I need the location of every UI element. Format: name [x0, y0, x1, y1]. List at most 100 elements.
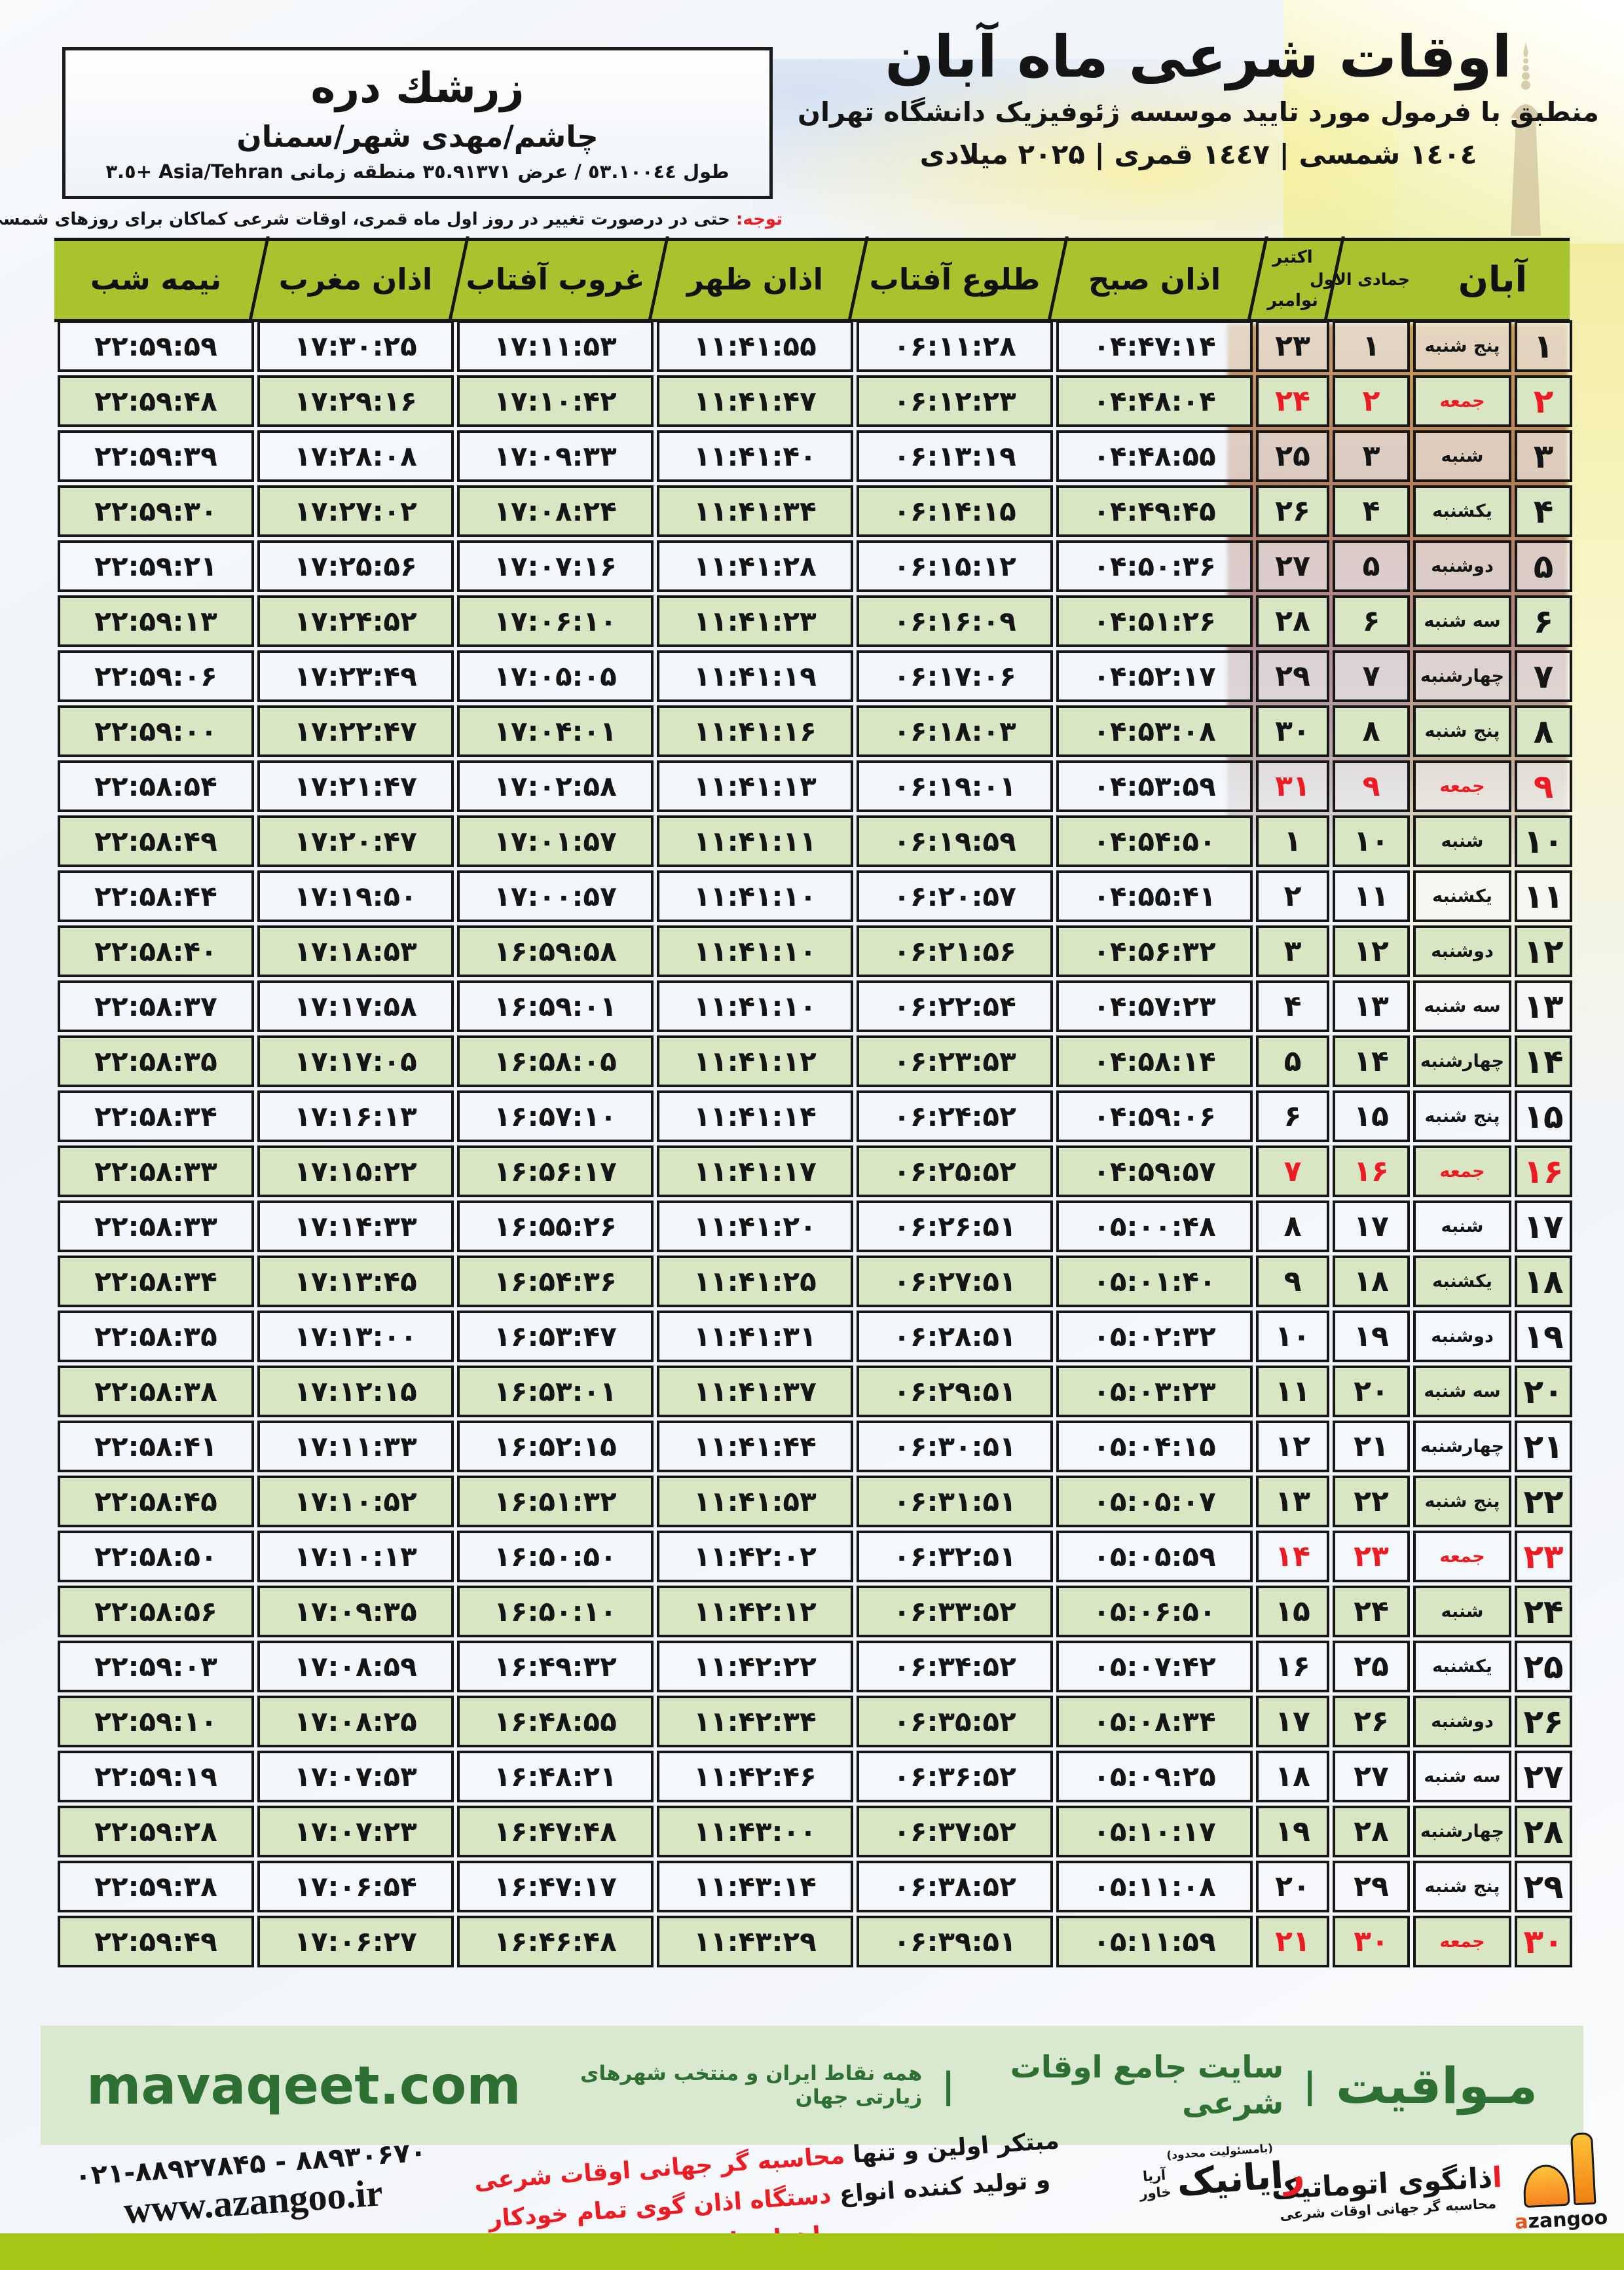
sunset-time-cell: ۱۶:۵۰:۵۰	[457, 1531, 654, 1582]
weekday-cell: سه شنبه	[1413, 1366, 1511, 1417]
sunrise-time-cell: ۰۶:۱۱:۲۸	[857, 320, 1053, 372]
maghrib-time-cell: ۱۷:۰۷:۵۳	[257, 1751, 454, 1802]
table-row: ۱ پنج شنبه ۱ ۲۳ ۰۴:۴۷:۱۴ ۰۶:۱۱:۲۸ ۱۱:۴۱:…	[58, 320, 1572, 372]
page-title: اوقات شرعی ماه آبان	[885, 23, 1512, 90]
gregorian-day-cell: ۱	[1256, 815, 1329, 867]
sunset-time-cell: ۱۶:۵۷:۱۰	[457, 1090, 654, 1142]
maghrib-time-cell: ۱۷:۰۹:۳۵	[257, 1586, 454, 1637]
calendar-years: ١٤٠٤ شمسی | ١٤٤٧ قمری | ۲۰۲۵ میلادی	[919, 138, 1477, 171]
weekday-cell: شنبه	[1413, 1586, 1511, 1637]
hijri-day-cell: ۱۷	[1333, 1200, 1410, 1252]
sunset-time-cell: ۱۷:۰۴:۰۱	[457, 705, 654, 757]
title-watercolor-backdrop	[753, 59, 1395, 242]
location-name: زرشك دره	[310, 64, 525, 113]
sunset-time-cell: ۱۷:۰۹:۳۳	[457, 430, 654, 482]
gregorian-day-cell: ۱۳	[1256, 1476, 1329, 1527]
sunrise-time-cell: ۰۶:۳۲:۵۱	[857, 1531, 1053, 1582]
hijri-day-cell: ۲۰	[1333, 1366, 1410, 1417]
aban-day-cell: ۳	[1515, 430, 1572, 482]
fajr-time-cell: ۰۵:۰۳:۲۳	[1056, 1366, 1253, 1417]
location-coordinates: طول ٥٣.١٠٠٤٤ / عرض ٣٥.٩١٣٧١ منطقه زمانی …	[105, 160, 729, 183]
hijri-day-cell: ۱۶	[1333, 1145, 1410, 1197]
table-row: ۱۲ دوشنبه ۱۲ ۳ ۰۴:۵۶:۳۲ ۰۶:۲۱:۵۶ ۱۱:۴۱:۱…	[58, 925, 1572, 977]
midnight-time-cell: ۲۲:۵۹:۴۸	[58, 375, 254, 427]
rayanik-subname: آریا خاور	[1138, 2167, 1172, 2203]
gregorian-day-cell: ۲۸	[1256, 595, 1329, 647]
weekday-cell: دوشنبه	[1413, 925, 1511, 977]
table-row: ۱۶ جمعه ۱۶ ۷ ۰۴:۵۹:۵۷ ۰۶:۲۵:۵۲ ۱۱:۴۱:۱۷ …	[58, 1145, 1572, 1197]
sunset-time-cell: ۱۶:۴۸:۵۵	[457, 1696, 654, 1747]
azangoo-latin-a: a	[1513, 2210, 1528, 2234]
table-row: ۱۰ شنبه ۱۰ ۱ ۰۴:۵۴:۵۰ ۰۶:۱۹:۵۹ ۱۱:۴۱:۱۱ …	[58, 815, 1572, 867]
sunrise-time-cell: ۰۶:۳۰:۵۱	[857, 1421, 1053, 1472]
gregorian-month-november: نوامبر	[1267, 291, 1318, 310]
column-header-aban: آبان	[1458, 258, 1528, 300]
sunrise-time-cell: ۰۶:۲۴:۵۲	[857, 1090, 1053, 1142]
aban-day-cell: ۸	[1515, 705, 1572, 757]
dhuhr-time-cell: ۱۱:۴۱:۱۴	[657, 1090, 853, 1142]
sunrise-time-cell: ۰۶:۱۷:۰۶	[857, 650, 1053, 702]
sunrise-time-cell: ۰۶:۳۵:۵۲	[857, 1696, 1053, 1747]
hijri-day-cell: ۳	[1333, 430, 1410, 482]
maghrib-time-cell: ۱۷:۱۳:۴۵	[257, 1256, 454, 1307]
hijri-day-cell: ۱۹	[1333, 1311, 1410, 1362]
table-header-row: آبان جمادی الاول اکتبر نوامبر اذان صبح ط…	[58, 241, 1572, 317]
hijri-day-cell: ۸	[1333, 705, 1410, 757]
midnight-time-cell: ۲۲:۵۹:۰۶	[58, 650, 254, 702]
table-row: ۲۴ شنبه ۲۴ ۱۵ ۰۵:۰۶:۵۰ ۰۶:۳۳:۵۲ ۱۱:۴۲:۱۲…	[58, 1586, 1572, 1637]
gregorian-day-cell: ۱۱	[1256, 1366, 1329, 1417]
maghrib-time-cell: ۱۷:۱۰:۱۳	[257, 1531, 454, 1582]
fajr-time-cell: ۰۵:۰۵:۵۹	[1056, 1531, 1253, 1582]
midnight-time-cell: ۲۲:۵۹:۳۸	[58, 1861, 254, 1912]
fajr-time-cell: ۰۴:۵۴:۵۰	[1056, 815, 1253, 867]
fajr-time-cell: ۰۴:۴۸:۰۴	[1056, 375, 1253, 427]
weekday-cell: دوشنبه	[1413, 540, 1511, 592]
fajr-time-cell: ۰۴:۵۰:۳۶	[1056, 540, 1253, 592]
midnight-time-cell: ۲۲:۵۹:۵۹	[58, 320, 254, 372]
hijri-day-cell: ۱۸	[1333, 1256, 1410, 1307]
aban-day-cell: ۲۴	[1515, 1586, 1572, 1637]
gregorian-day-cell: ۱۸	[1256, 1751, 1329, 1802]
table-row: ۲۰ سه شنبه ۲۰ ۱۱ ۰۵:۰۳:۲۳ ۰۶:۲۹:۵۱ ۱۱:۴۱…	[58, 1366, 1572, 1417]
dhuhr-time-cell: ۱۱:۴۲:۱۲	[657, 1586, 853, 1637]
table-row: ۲۲ پنج شنبه ۲۲ ۱۳ ۰۵:۰۵:۰۷ ۰۶:۳۱:۵۱ ۱۱:۴…	[58, 1476, 1572, 1527]
sunrise-time-cell: ۰۶:۱۶:۰۹	[857, 595, 1053, 647]
sunrise-time-cell: ۰۶:۲۲:۵۴	[857, 980, 1053, 1032]
hijri-day-cell: ۲	[1333, 375, 1410, 427]
aban-day-cell: ۶	[1515, 595, 1572, 647]
sunset-time-cell: ۱۷:۰۲:۵۸	[457, 760, 654, 812]
sunset-time-cell: ۱۶:۵۴:۳۶	[457, 1256, 654, 1307]
dhuhr-time-cell: ۱۱:۴۱:۲۳	[657, 595, 853, 647]
gregorian-day-cell: ۶	[1256, 1090, 1329, 1142]
aban-day-cell: ۱۷	[1515, 1200, 1572, 1252]
sunrise-time-cell: ۰۶:۳۳:۵۲	[857, 1586, 1053, 1637]
weekday-cell: پنج شنبه	[1413, 1090, 1511, 1142]
column-header-dhuhr: اذان ظهر	[657, 241, 853, 317]
weekday-cell: یکشنبه	[1413, 870, 1511, 922]
sunset-time-cell: ۱۷:۰۵:۰۵	[457, 650, 654, 702]
aban-day-cell: ۱۰	[1515, 815, 1572, 867]
weekday-cell: جمعه	[1413, 1916, 1511, 1967]
dhuhr-time-cell: ۱۱:۴۱:۱۰	[657, 870, 853, 922]
midnight-time-cell: ۲۲:۵۹:۳۰	[58, 485, 254, 537]
weekday-cell: چهارشنبه	[1413, 1421, 1511, 1472]
mavaqeet-brand: مـواقیت	[1336, 2056, 1538, 2115]
sunset-time-cell: ۱۷:۰۰:۵۷	[457, 870, 654, 922]
table-row: ۲۶ دوشنبه ۲۶ ۱۷ ۰۵:۰۸:۳۴ ۰۶:۳۵:۵۲ ۱۱:۴۲:…	[58, 1696, 1572, 1747]
dhuhr-time-cell: ۱۱:۴۱:۱۲	[657, 1035, 853, 1087]
sunrise-time-cell: ۰۶:۳۶:۵۲	[857, 1751, 1053, 1802]
dhuhr-time-cell: ۱۱:۴۱:۱۰	[657, 980, 853, 1032]
timetable-body: ۱ پنج شنبه ۱ ۲۳ ۰۴:۴۷:۱۴ ۰۶:۱۱:۲۸ ۱۱:۴۱:…	[58, 320, 1572, 1967]
midnight-time-cell: ۲۲:۵۹:۰۰	[58, 705, 254, 757]
midnight-time-cell: ۲۲:۵۸:۴۹	[58, 815, 254, 867]
table-row: ۱۷ شنبه ۱۷ ۸ ۰۵:۰۰:۴۸ ۰۶:۲۶:۵۱ ۱۱:۴۱:۲۰ …	[58, 1200, 1572, 1252]
weekday-cell: دوشنبه	[1413, 1311, 1511, 1362]
sunset-time-cell: ۱۶:۴۷:۴۸	[457, 1806, 654, 1857]
table-row: ۷ چهارشنبه ۷ ۲۹ ۰۴:۵۲:۱۷ ۰۶:۱۷:۰۶ ۱۱:۴۱:…	[58, 650, 1572, 702]
maghrib-time-cell: ۱۷:۰۸:۲۵	[257, 1696, 454, 1747]
sunset-time-cell: ۱۷:۰۶:۱۰	[457, 595, 654, 647]
fajr-time-cell: ۰۵:۱۰:۱۷	[1056, 1806, 1253, 1857]
weekday-cell: یکشنبه	[1413, 485, 1511, 537]
sunrise-time-cell: ۰۶:۳۹:۵۱	[857, 1916, 1053, 1967]
notice-label: توجه:	[736, 210, 783, 229]
